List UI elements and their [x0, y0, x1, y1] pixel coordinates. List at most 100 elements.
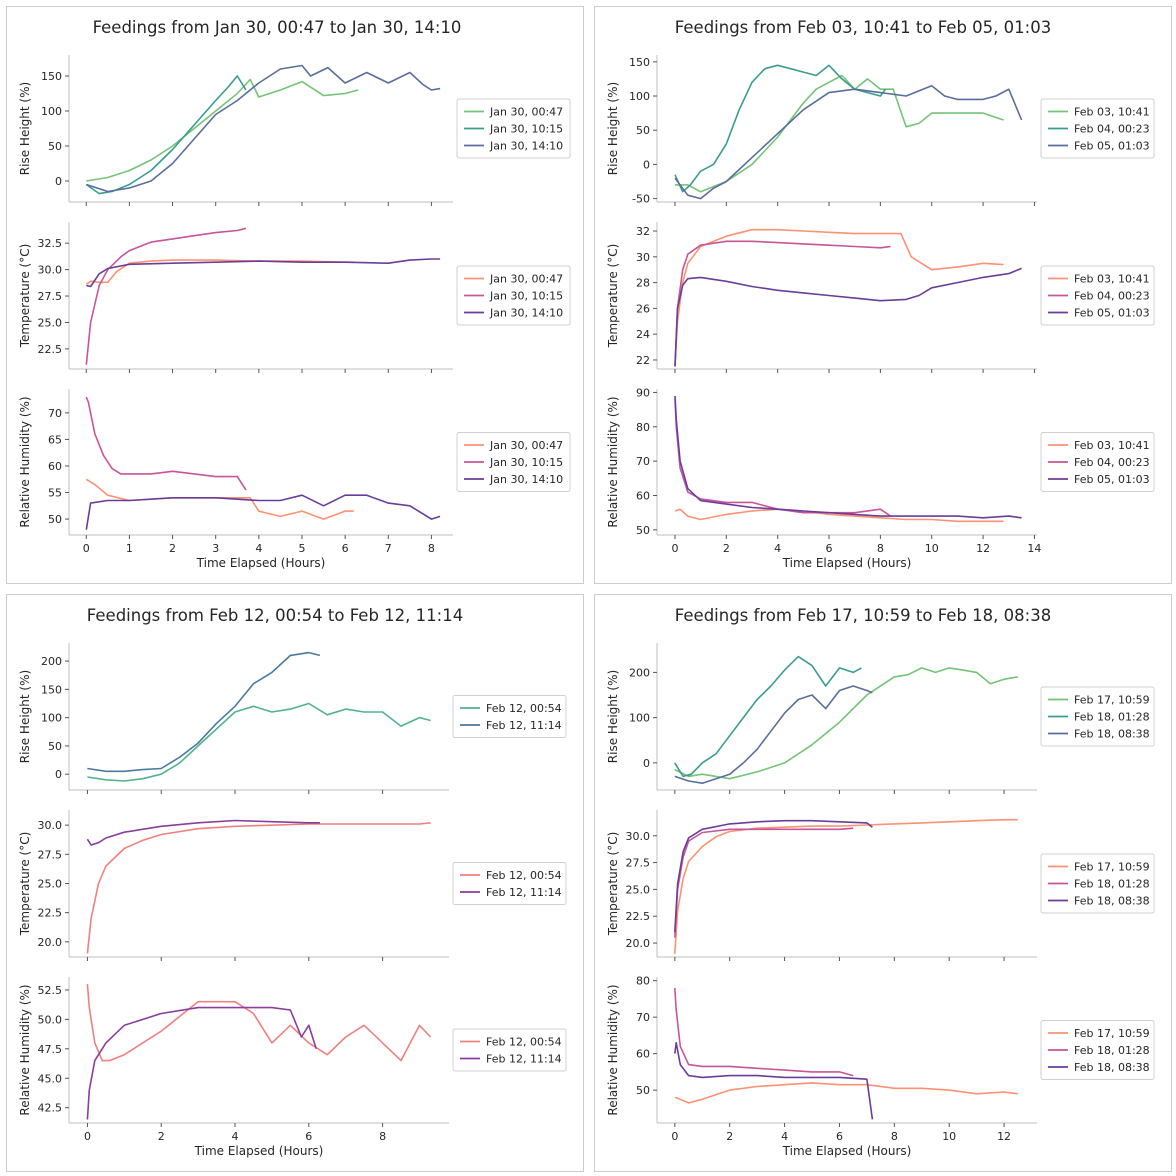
x-tick-label: 6 [305, 1130, 312, 1143]
legend-box [452, 862, 567, 905]
x-tick-label: 0 [83, 542, 90, 555]
subplot-1: -50 0 50 100 150 Rise Height (%) Feb 03, 10:41… [606, 55, 1155, 206]
series-line-2 [674, 240, 891, 367]
legend: Feb 12, 00:54 Feb 12, 11:14 [452, 1028, 567, 1072]
legend-box [452, 1028, 567, 1072]
legend-label: Feb 05, 01:03 [1074, 140, 1150, 153]
y-tick-label: 20.0 [626, 937, 651, 950]
series-line-2 [85, 396, 247, 491]
legend: Feb 03, 10:41 Feb 04, 00:23 Feb 05, 01:03 [1040, 98, 1155, 159]
y-tick-label: 32 [636, 225, 650, 238]
legend-label: Jan 30, 00:47 [489, 439, 563, 452]
y-tick-label: 22.5 [626, 910, 651, 923]
y-tick-label: 28 [636, 277, 650, 290]
y-axis-label: Temperature (°C) [606, 244, 620, 349]
y-tick-label: 100 [629, 90, 650, 103]
x-tick-label: 2 [723, 542, 730, 555]
series-line-2 [87, 651, 321, 773]
y-tick-label: 42.5 [38, 1102, 63, 1115]
legend-label: Feb 05, 01:03 [1074, 307, 1150, 320]
legend-label: Jan 30, 00:47 [489, 106, 563, 119]
y-tick-label: 52.5 [38, 984, 63, 997]
y-tick-label: 27.5 [38, 290, 63, 303]
legend: Feb 03, 10:41 Feb 04, 00:23 Feb 05, 01:03 [1040, 265, 1155, 326]
chart-svg-3: Feedings from Feb 12, 00:54 to Feb 12, 1… [18, 606, 567, 1158]
legend: Jan 30, 00:47 Jan 30, 10:15 Jan 30, 14:10 [456, 265, 571, 326]
y-tick-label: 27.5 [38, 848, 63, 861]
x-tick-label: 6 [826, 542, 833, 555]
chart-panel-3: Feedings from Feb 12, 00:54 to Feb 12, 1… [6, 594, 584, 1172]
series-line-3 [674, 85, 1023, 200]
legend-label: Jan 30, 14:10 [489, 140, 563, 153]
legend-label: Feb 12, 11:14 [486, 719, 562, 732]
y-tick-label: 200 [629, 666, 650, 679]
legend-label: Jan 30, 10:15 [489, 456, 563, 469]
x-tick-label: 6 [836, 1130, 843, 1143]
legend-label: Feb 12, 11:14 [486, 886, 562, 899]
legend-label: Feb 18, 01:28 [1074, 1044, 1150, 1057]
subplot-3: 50 55 60 65 70 0 1 2 3 4 5 6 7 8 Relative Humidity (%)… [18, 389, 571, 555]
y-tick-label: 70 [636, 1011, 650, 1024]
subplot-3: 50 60 70 80 90 0 2 4 6 8 10 12 14 Relative Humidity (… [606, 386, 1155, 555]
legend-label: Feb 03, 10:41 [1074, 106, 1150, 119]
chart-svg-1: Feedings from Jan 30, 00:47 to Jan 30, 1… [18, 18, 571, 570]
y-tick-label: 25.0 [38, 316, 63, 329]
legend-box [452, 695, 567, 738]
y-tick-label: 25.0 [38, 878, 63, 891]
chart-title: Feedings from Jan 30, 00:47 to Jan 30, 1… [93, 18, 462, 37]
chart-panel-2: Feedings from Feb 03, 10:41 to Feb 05, 0… [594, 6, 1172, 584]
legend-label: Feb 12, 00:54 [486, 869, 562, 882]
series-line-2 [85, 227, 247, 365]
x-tick-label: 8 [428, 542, 435, 555]
legend-label: Feb 18, 01:28 [1074, 878, 1150, 891]
y-tick-label: 70 [636, 455, 650, 468]
series-line-1 [674, 228, 1004, 366]
legend-label: Feb 12, 11:14 [486, 1053, 562, 1066]
y-tick-label: 50 [636, 524, 650, 537]
y-tick-label: 30.0 [38, 264, 63, 277]
series-line-3 [674, 685, 873, 784]
y-tick-label: 70 [48, 407, 62, 420]
series-line-2 [674, 64, 887, 193]
y-tick-label: 150 [41, 683, 62, 696]
y-tick-label: 50.0 [38, 1013, 63, 1026]
x-tick-label: 8 [379, 1130, 386, 1143]
x-tick-label: 7 [385, 542, 392, 555]
y-tick-label: 50 [48, 140, 62, 153]
x-tick-label: 6 [342, 542, 349, 555]
legend-label: Jan 30, 14:10 [489, 473, 563, 486]
x-axis-label: Time Elapsed (Hours) [196, 556, 326, 570]
x-tick-label: 2 [158, 1130, 165, 1143]
y-tick-label: 22.5 [38, 907, 63, 920]
x-tick-label: 3 [212, 542, 219, 555]
series-line-1 [86, 78, 359, 182]
y-tick-label: 0 [643, 158, 650, 171]
series-line-1 [86, 984, 432, 1062]
legend-box [1040, 432, 1155, 492]
y-axis-label: Relative Humidity (%) [18, 396, 32, 527]
y-axis-label: Rise Height (%) [606, 82, 620, 175]
y-tick-label: 150 [41, 70, 62, 83]
y-tick-label: 80 [636, 975, 650, 988]
y-axis-label: Temperature (°C) [18, 832, 32, 937]
subplot-3: 50 60 70 80 0 2 4 6 8 10 12 Relative Humidity (%) Fe… [606, 975, 1155, 1143]
y-axis-label: Rise Height (%) [18, 670, 32, 763]
legend-label: Feb 05, 01:03 [1074, 473, 1150, 486]
x-tick-label: 10 [925, 542, 939, 555]
y-tick-label: 100 [629, 712, 650, 725]
legend: Jan 30, 00:47 Jan 30, 10:15 Jan 30, 14:10 [456, 432, 571, 492]
series-line-2 [674, 987, 854, 1077]
legend-label: Feb 04, 00:23 [1074, 290, 1150, 303]
legend-label: Feb 12, 00:54 [486, 1036, 562, 1049]
legend-label: Feb 18, 08:38 [1074, 728, 1150, 741]
legend: Jan 30, 00:47 Jan 30, 10:15 Jan 30, 14:10 [456, 98, 571, 159]
series-line-1 [674, 667, 1018, 780]
legend-box [456, 265, 571, 326]
y-tick-label: 47.5 [38, 1043, 63, 1056]
y-tick-label: 50 [636, 124, 650, 137]
x-tick-label: 0 [671, 542, 678, 555]
legend-label: Feb 04, 00:23 [1074, 456, 1150, 469]
y-tick-label: 26 [636, 302, 650, 315]
